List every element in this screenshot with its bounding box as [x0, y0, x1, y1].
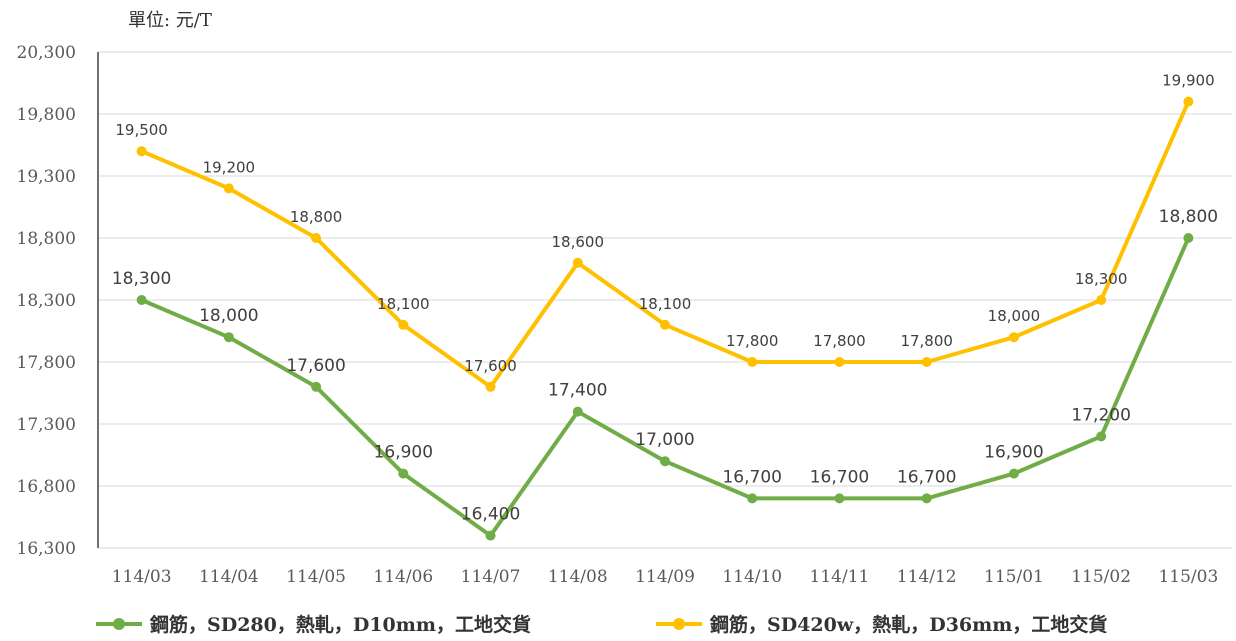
data-label: 17,400 [548, 381, 607, 401]
data-label: 18,300 [112, 269, 171, 289]
data-point[interactable] [1008, 332, 1019, 343]
x-tick-label: 114/06 [373, 567, 433, 587]
data-point[interactable] [398, 468, 409, 479]
data-label: 18,300 [1075, 270, 1128, 288]
data-point[interactable] [660, 456, 670, 467]
data-point[interactable] [1008, 468, 1019, 479]
data-label: 16,900 [984, 443, 1043, 463]
legend-item-sd280[interactable]: 鋼筋，SD280，熱軋，D10mm，工地交貨 [96, 610, 531, 637]
legend-label-sd280: 鋼筋，SD280，熱軋，D10mm，工地交貨 [150, 614, 531, 636]
y-tick-label: 19,800 [17, 105, 76, 125]
data-label: 16,700 [897, 467, 956, 487]
y-tick-label: 18,800 [17, 229, 76, 249]
x-tick-label: 114/05 [286, 567, 346, 587]
data-point[interactable] [311, 233, 322, 243]
data-label: 19,500 [115, 121, 168, 139]
data-label: 18,000 [199, 306, 258, 326]
data-point[interactable] [834, 493, 845, 504]
data-labels: 18,300 18,000 17,600 16,900 16,400 17,400 17,0… [112, 72, 1218, 525]
y-tick-label: 16,800 [17, 477, 76, 497]
x-tick-label: 114/08 [548, 567, 608, 587]
data-point[interactable] [485, 530, 496, 541]
series-lines [136, 96, 1194, 541]
data-label: 16,400 [461, 505, 520, 525]
legend-label-sd420w: 鋼筋，SD420w，熱軋，D36mm，工地交貨 [710, 614, 1108, 636]
data-point[interactable] [747, 357, 758, 367]
x-tick-label: 114/03 [112, 567, 172, 587]
data-point[interactable] [921, 357, 932, 367]
data-point[interactable] [136, 295, 147, 305]
y-tick-label: 20,300 [17, 43, 76, 63]
data-label: 19,900 [1162, 72, 1215, 90]
data-point[interactable] [660, 319, 670, 330]
data-label: 19,200 [203, 158, 256, 176]
data-label: 17,000 [635, 430, 694, 450]
x-tick-label: 114/11 [810, 567, 870, 587]
y-tick-label: 17,800 [17, 353, 76, 373]
data-point[interactable] [1183, 233, 1194, 243]
data-label: 18,800 [1159, 207, 1218, 227]
legend-item-sd420w[interactable]: 鋼筋，SD420w，熱軋，D36mm，工地交貨 [656, 610, 1107, 637]
data-label: 17,600 [286, 356, 345, 376]
data-point[interactable] [1096, 431, 1107, 442]
data-point[interactable] [136, 146, 147, 157]
data-point[interactable] [485, 381, 496, 392]
data-point[interactable] [1096, 295, 1107, 305]
y-tick-label: 18,300 [17, 291, 76, 311]
data-label: 17,600 [464, 357, 517, 375]
y-tick-label: 17,300 [17, 415, 76, 435]
data-label: 16,700 [722, 467, 781, 487]
data-label: 18,100 [639, 295, 692, 313]
data-label: 17,800 [726, 332, 779, 350]
data-point[interactable] [747, 493, 758, 504]
data-label: 18,000 [988, 307, 1041, 325]
x-tick-label: 114/07 [461, 567, 521, 587]
data-point[interactable] [572, 257, 583, 268]
data-label: 18,600 [552, 233, 605, 251]
data-point[interactable] [834, 357, 845, 367]
data-label: 17,800 [900, 332, 953, 350]
data-label: 16,700 [810, 467, 869, 487]
series-line [140, 237, 1191, 538]
data-point[interactable] [398, 319, 409, 330]
data-point[interactable] [1183, 96, 1194, 107]
data-label: 17,800 [813, 332, 866, 350]
data-point[interactable] [223, 332, 234, 343]
axes: 16,300 16,800 17,300 17,800 18,300 18,800 19,3… [17, 43, 1219, 587]
data-point[interactable] [572, 406, 583, 417]
data-label: 16,900 [374, 443, 433, 463]
x-tick-label: 115/02 [1071, 567, 1131, 587]
x-tick-label: 115/03 [1158, 567, 1218, 587]
line-chart: 16,300 16,800 17,300 17,800 18,300 18,800 19,3… [17, 43, 1232, 587]
legend-swatch-sd420w [656, 617, 702, 630]
x-tick-label: 114/09 [635, 567, 695, 587]
x-tick-label: 114/10 [722, 567, 782, 587]
x-tick-label: 114/04 [199, 567, 259, 587]
y-tick-label: 19,300 [17, 167, 76, 187]
data-point[interactable] [921, 493, 932, 504]
y-tick-label: 16,300 [17, 539, 76, 559]
data-label: 18,800 [290, 208, 343, 226]
grid-lines [98, 51, 1232, 549]
series-line [140, 100, 1191, 389]
data-label: 18,100 [377, 295, 430, 313]
unit-label: 單位: 元/T [128, 10, 212, 31]
legend-swatch-sd280 [96, 617, 142, 630]
data-label: 17,200 [1071, 405, 1130, 425]
x-tick-label: 115/01 [984, 567, 1044, 587]
data-point[interactable] [223, 183, 234, 194]
data-point[interactable] [311, 381, 322, 392]
x-tick-label: 114/12 [897, 567, 957, 587]
